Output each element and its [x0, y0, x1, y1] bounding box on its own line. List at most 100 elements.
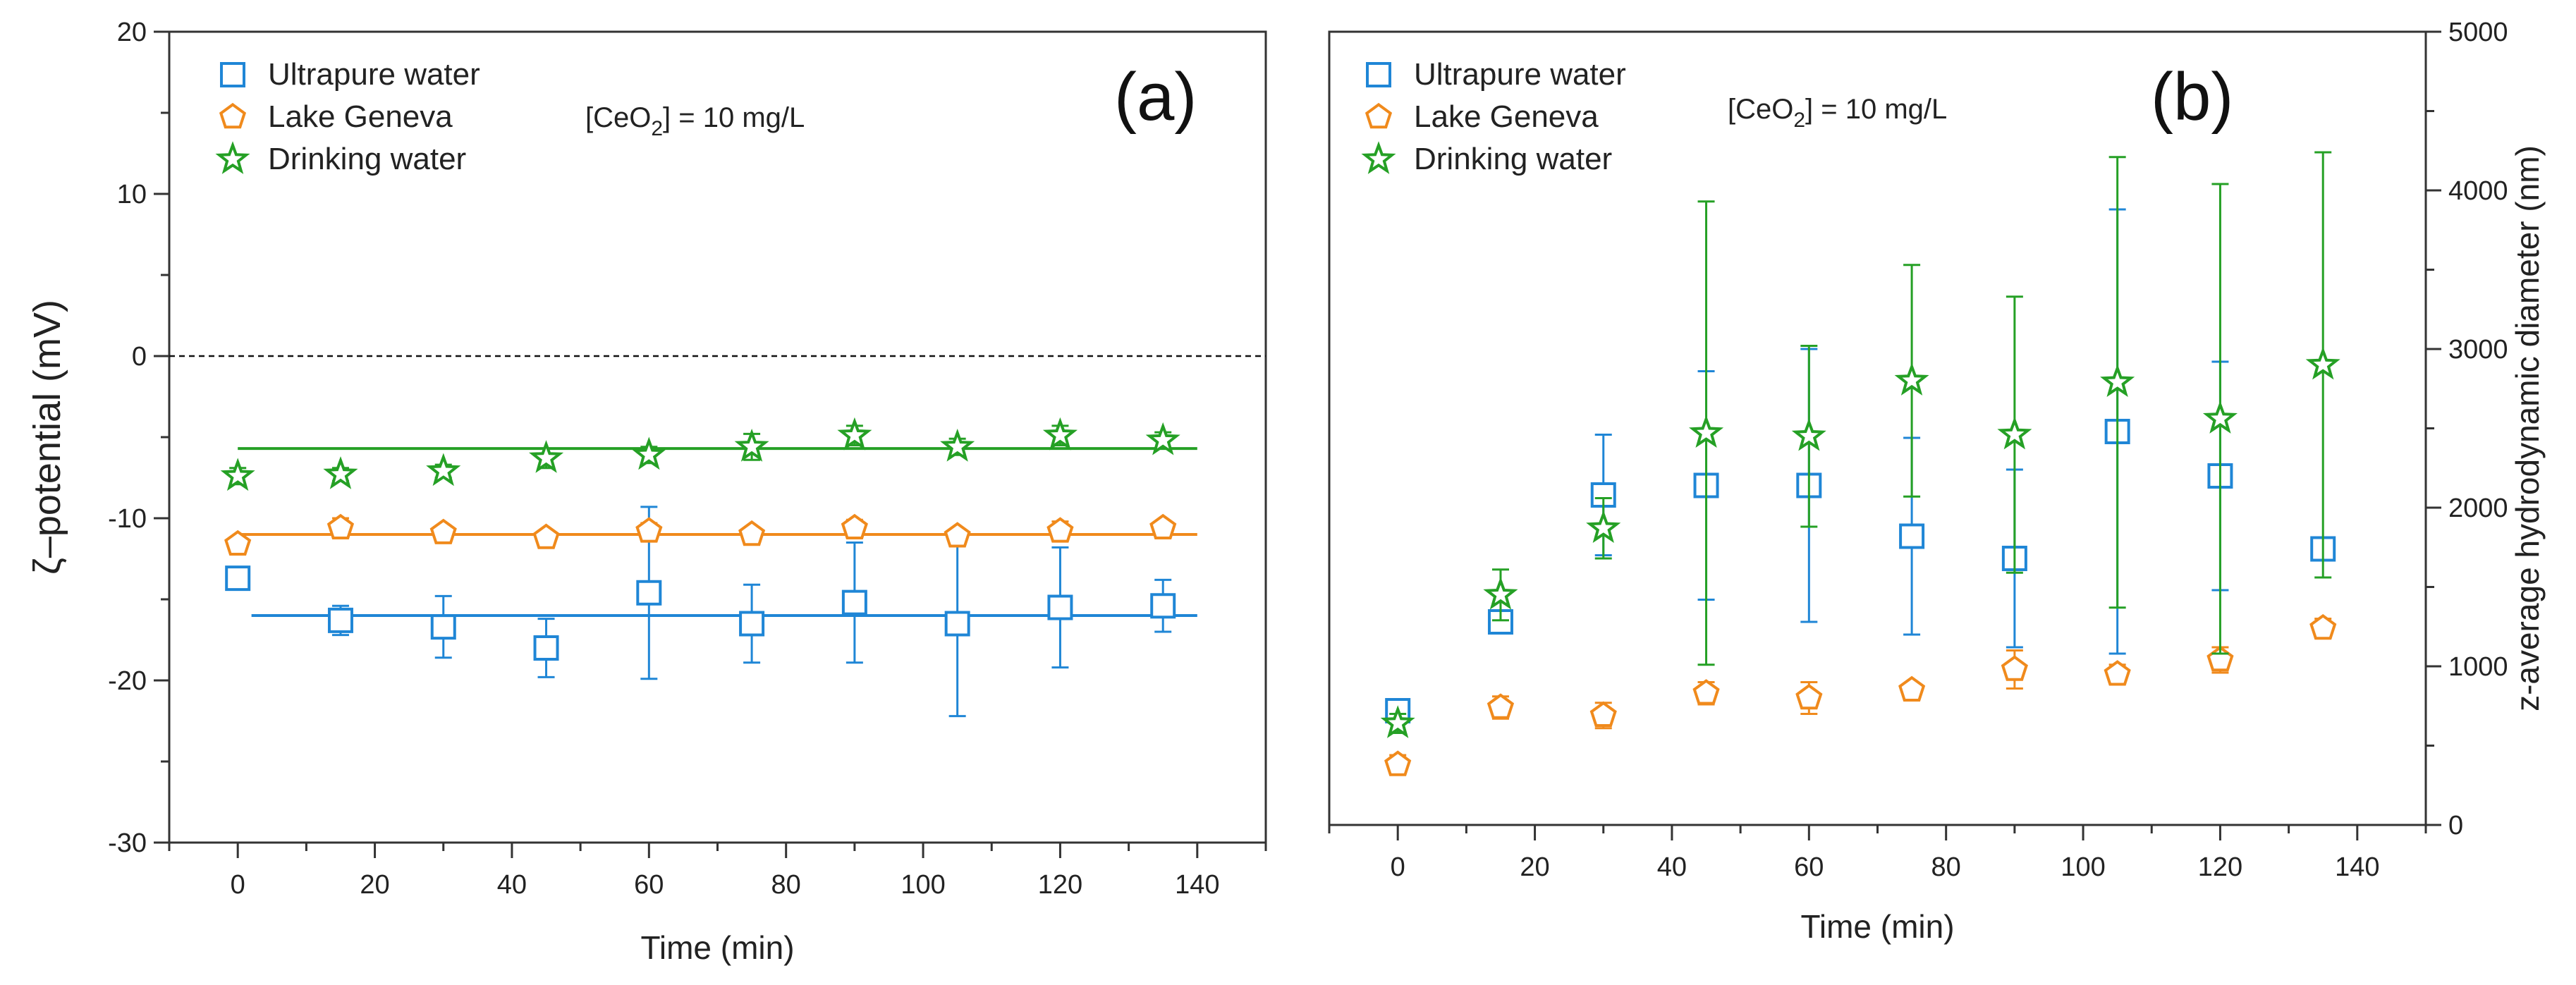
- drinking-marker: [1483, 577, 1518, 610]
- y-tick-label: -20: [108, 666, 147, 696]
- x-tick-label: 80: [771, 870, 801, 900]
- drinking-marker: [1894, 362, 1929, 396]
- geneva-marker: [1487, 693, 1515, 719]
- drinking-marker: [837, 417, 872, 451]
- legend-geneva-label: Lake Geneva: [1414, 99, 1599, 134]
- legend-drinking-label: Drinking water: [1414, 142, 1612, 176]
- legend-drinking-marker: [1361, 141, 1396, 174]
- drinking-marker: [2202, 400, 2238, 434]
- drinking-marker: [323, 456, 358, 489]
- x-axis-label: Time (min): [1800, 908, 1954, 945]
- y-tick-label: 0: [2448, 811, 2463, 840]
- ultrapure-marker: [1590, 482, 1616, 508]
- y-tick-label: -10: [108, 504, 147, 534]
- x-tick-label: 80: [1931, 852, 1961, 882]
- ultrapure-marker: [841, 589, 867, 616]
- drinking-marker: [1586, 510, 1621, 544]
- x-tick-label: 120: [2198, 852, 2242, 882]
- y-tick-label: -30: [108, 828, 147, 858]
- geneva-marker: [1589, 701, 1617, 727]
- ultrapure-marker: [739, 611, 765, 637]
- y-tick-label: 4000: [2448, 176, 2508, 206]
- x-tick-label: 140: [1175, 870, 1219, 900]
- x-tick-label: 0: [1391, 852, 1405, 882]
- x-tick-label: 100: [901, 870, 945, 900]
- ultrapure-marker: [225, 565, 251, 592]
- panel-a: 0 20 40 60 80 100 120 140 -30 -20 -10 0 10 20 Time (mi…: [26, 18, 1267, 966]
- legend-ultrapure-marker: [220, 62, 245, 87]
- drinking-marker: [1689, 415, 1724, 448]
- geneva-marker: [429, 518, 457, 544]
- annotation-subscript: 2: [1793, 109, 1805, 132]
- x-tick-label: 140: [2335, 852, 2379, 882]
- panel-b: 0 20 40 60 80 100 120 140 0 1000 2000 3000 4000 5000 T…: [1328, 18, 2546, 945]
- legend-drinking-marker: [215, 141, 250, 174]
- geneva-marker: [1149, 513, 1177, 539]
- drinking-marker: [734, 429, 769, 462]
- geneva-marker: [2104, 660, 2131, 686]
- ultrapure-marker: [430, 614, 456, 640]
- x-tick-label: 20: [1520, 852, 1549, 882]
- drinking-marker: [631, 436, 666, 470]
- drinking-marker: [1791, 418, 1826, 451]
- drinking-marker: [529, 440, 564, 473]
- concentration-annotation: [CeO2] = 10 mg/L: [585, 102, 805, 140]
- geneva-marker: [326, 513, 355, 539]
- drinking-marker: [2100, 364, 2135, 398]
- geneva-marker: [944, 522, 971, 548]
- geneva-marker: [1046, 517, 1074, 543]
- geneva-marker: [532, 523, 560, 549]
- panel-label: (a): [1114, 59, 1197, 135]
- x-tick-label: 60: [634, 870, 664, 900]
- geneva-marker: [1898, 675, 1926, 702]
- legend-ultrapure-marker: [1366, 62, 1391, 87]
- annotation-subscript: 2: [651, 117, 663, 140]
- y-tick-label: 10: [117, 180, 147, 209]
- annotation-suffix: ] = 10 mg/L: [663, 102, 805, 133]
- drinking-marker: [1380, 705, 1415, 738]
- geneva-marker: [1384, 750, 1412, 776]
- drinking-marker: [2305, 346, 2340, 380]
- ultrapure-marker: [1150, 593, 1176, 619]
- ultrapure-marker: [327, 607, 353, 633]
- panel-label: (b): [2151, 59, 2233, 135]
- x-tick-label: 40: [1657, 852, 1687, 882]
- geneva-marker: [841, 513, 868, 539]
- y-axis-label: ζ–potential (mV): [26, 300, 68, 575]
- drinking-marker: [940, 428, 975, 462]
- y-tick-label: 5000: [2448, 18, 2508, 47]
- legend-ultrapure-label: Ultrapure water: [1414, 57, 1626, 92]
- y-tick-label: 0: [132, 342, 147, 372]
- geneva-marker: [2309, 613, 2337, 640]
- geneva-marker: [224, 530, 252, 556]
- annotation-prefix: [CeO: [585, 102, 651, 133]
- geneva-marker: [1795, 683, 1823, 710]
- y-axis-label: z-average hydrodynamic diameter (nm): [2509, 145, 2546, 711]
- x-tick-label: 100: [2061, 852, 2105, 882]
- legend-ultrapure-label: Ultrapure water: [268, 57, 480, 92]
- x-tick-label: 40: [497, 870, 527, 900]
- geneva-marker: [1692, 679, 1720, 705]
- legend-geneva-marker: [219, 102, 247, 129]
- x-tick-label: 20: [360, 870, 389, 900]
- y-tick-label: 3000: [2448, 335, 2508, 365]
- geneva-marker: [2001, 655, 2028, 681]
- ultrapure-marker: [1487, 609, 1513, 635]
- legend-geneva-label: Lake Geneva: [268, 99, 453, 134]
- y-tick-label: 2000: [2448, 494, 2508, 523]
- x-axis-label: Time (min): [640, 929, 794, 966]
- drinking-marker: [220, 458, 255, 491]
- concentration-annotation: [CeO2] = 10 mg/L: [1728, 94, 1947, 132]
- legend-drinking-label: Drinking water: [268, 142, 466, 176]
- geneva-marker: [635, 517, 663, 543]
- ultrapure-marker: [636, 580, 662, 606]
- y-tick-label: 20: [117, 18, 147, 47]
- ultrapure-marker: [1899, 523, 1925, 549]
- drinking-marker: [1042, 417, 1078, 451]
- ultrapure-marker: [944, 611, 970, 637]
- x-tick-label: 120: [1038, 870, 1082, 900]
- x-tick-label: 0: [231, 870, 245, 900]
- y-tick-label: 1000: [2448, 652, 2508, 682]
- drinking-marker: [426, 453, 461, 487]
